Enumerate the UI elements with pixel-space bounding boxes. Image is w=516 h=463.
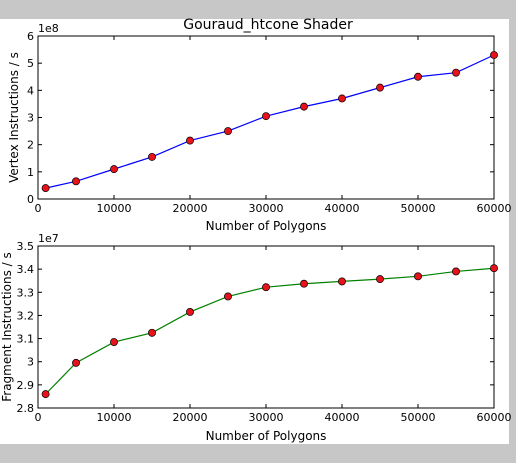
y-axis-label: Fragment Instructions / s bbox=[0, 252, 14, 402]
data-point bbox=[110, 165, 118, 174]
data-point bbox=[41, 184, 50, 193]
y-tick-label: 0 bbox=[27, 193, 34, 206]
data-point bbox=[452, 68, 460, 77]
x-tick-label: 0 bbox=[35, 411, 42, 424]
x-tick-label: 10000 bbox=[97, 202, 132, 215]
data-point bbox=[452, 267, 460, 276]
plot-area-frame bbox=[37, 245, 495, 409]
y-tick-label: 3.5 bbox=[17, 240, 35, 253]
y-tick-label: 3.1 bbox=[17, 333, 35, 346]
x-tick-label: 50000 bbox=[401, 411, 436, 424]
x-tick-label: 30000 bbox=[249, 202, 284, 215]
data-point bbox=[490, 51, 498, 59]
y-tick-label: 3 bbox=[27, 112, 34, 125]
chart-title: Gouraud_htcone Shader bbox=[183, 17, 353, 33]
y-tick-label: 1 bbox=[27, 166, 34, 179]
x-tick-label: 20000 bbox=[173, 411, 208, 424]
chart-vertex: Gouraud_htcone Shader 0 10000 20000 30000 400… bbox=[7, 17, 512, 233]
top-border-band bbox=[0, 0, 516, 19]
y-tick-label: 2 bbox=[27, 139, 34, 152]
data-point bbox=[186, 308, 194, 316]
right-border-band bbox=[509, 0, 516, 463]
x-axis-label: Number of Polygons bbox=[206, 429, 327, 443]
x-tick-label: 50000 bbox=[401, 202, 436, 215]
x-tick-label: 40000 bbox=[325, 411, 360, 424]
data-point bbox=[148, 152, 156, 161]
y-axis-label: Vertex Instructions / s bbox=[7, 52, 21, 183]
y-tick-label: 3 bbox=[27, 356, 34, 369]
y-tick-label: 6 bbox=[27, 30, 34, 43]
data-point bbox=[376, 275, 384, 284]
data-point bbox=[224, 127, 232, 136]
data-point bbox=[490, 264, 498, 273]
data-point bbox=[72, 177, 80, 186]
y-tick-label: 4 bbox=[27, 84, 34, 97]
data-point bbox=[41, 390, 50, 399]
y-tick-label: 3.3 bbox=[17, 286, 35, 299]
data-point bbox=[148, 328, 156, 337]
data-point bbox=[224, 292, 232, 301]
chart-fragment: 0 10000 20000 30000 40000 50000 60000 2.8 2.9 3 3.… bbox=[0, 232, 512, 443]
x-tick-label: 10000 bbox=[97, 411, 132, 424]
y-offset-label: 1e8 bbox=[38, 22, 59, 35]
x-tick-label: 30000 bbox=[249, 411, 284, 424]
y-tick-label: 3.4 bbox=[17, 263, 35, 276]
y-offset-label: 1e7 bbox=[38, 232, 59, 245]
data-point bbox=[414, 72, 422, 81]
x-tick-label: 60000 bbox=[477, 202, 512, 215]
x-tick-label: 60000 bbox=[477, 411, 512, 424]
y-tick-label: 2.8 bbox=[17, 402, 35, 415]
data-point bbox=[110, 338, 118, 346]
y-tick-label: 5 bbox=[27, 57, 34, 70]
data-point bbox=[338, 277, 346, 286]
data-point bbox=[300, 102, 308, 111]
x-tick-label: 20000 bbox=[173, 202, 208, 215]
data-point bbox=[376, 83, 384, 92]
data-point bbox=[414, 272, 422, 281]
x-tick-label: 0 bbox=[35, 202, 42, 215]
data-point bbox=[300, 279, 308, 288]
data-point bbox=[262, 112, 270, 121]
data-point bbox=[338, 94, 346, 103]
x-tick-label: 40000 bbox=[325, 202, 360, 215]
x-axis-label: Number of Polygons bbox=[206, 219, 327, 233]
bottom-border-band bbox=[0, 444, 516, 463]
data-point bbox=[262, 283, 270, 292]
data-point bbox=[186, 136, 194, 145]
y-tick-label: 2.9 bbox=[17, 379, 35, 392]
y-tick-label: 3.2 bbox=[17, 309, 35, 322]
data-point bbox=[72, 358, 80, 367]
